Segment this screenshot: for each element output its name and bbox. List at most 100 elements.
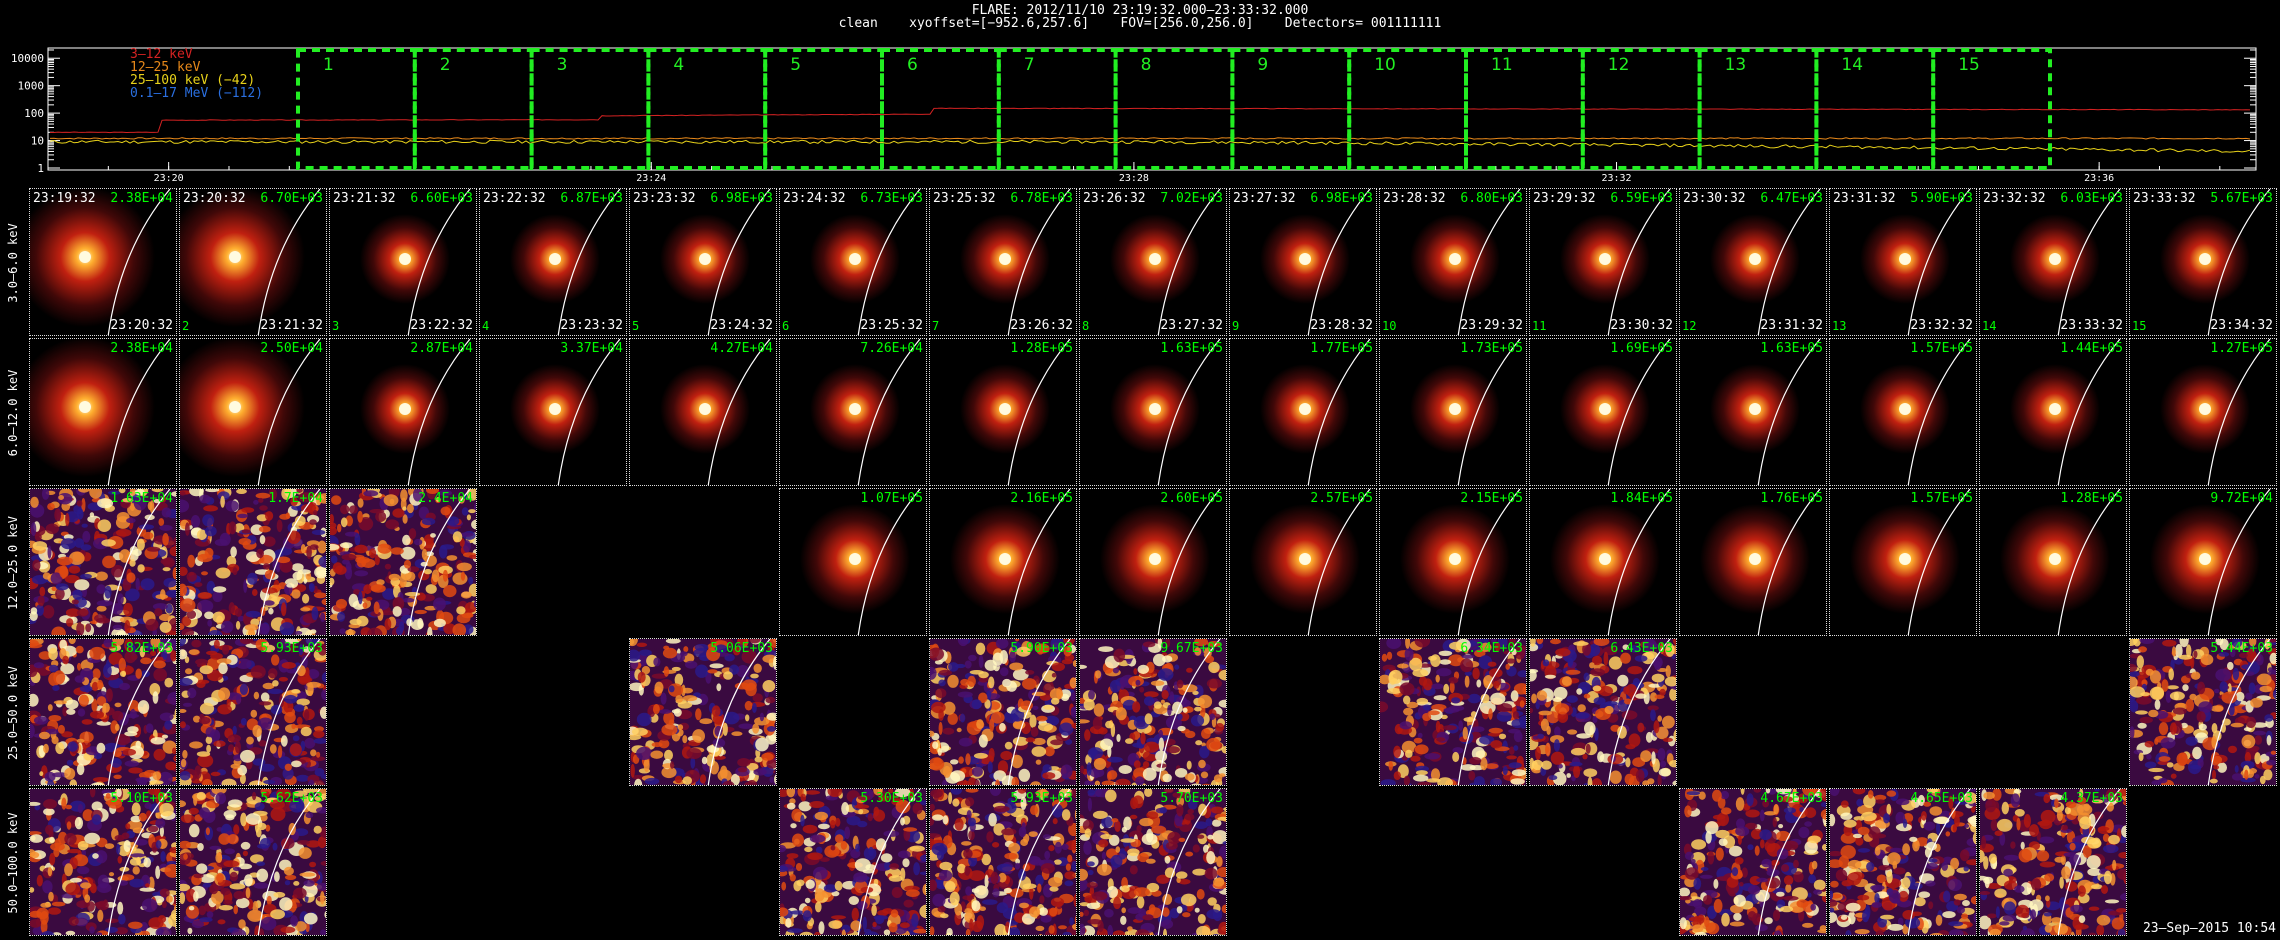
y-tick-label: 1	[37, 162, 44, 175]
interval-label: 5	[790, 55, 801, 75]
solar-limb	[2207, 489, 2271, 635]
solar-limb	[1307, 189, 1371, 335]
solar-limb	[107, 339, 171, 485]
panel-peak-value: 2.57E+05	[1310, 491, 1373, 506]
panel-peak-value: 5.90E+03	[1910, 191, 1973, 206]
panel-start-time: 23:23:32	[633, 191, 696, 206]
panel-start-time: 23:20:32	[183, 191, 246, 206]
interval-label: 4	[673, 55, 684, 75]
panel-peak-value: 6.87E+03	[560, 191, 623, 206]
panel-peak-value: 5.10E+03	[110, 791, 173, 806]
image-panel: 5.30E+03	[779, 788, 927, 936]
panel-number: 15	[2132, 319, 2147, 333]
panel-end-time: 23:28:32	[1310, 318, 1373, 333]
solar-limb	[857, 489, 921, 635]
image-panel: 6.78E+03 23:25:32 23:26:32 7	[929, 188, 1077, 336]
time-interval-box	[1931, 48, 2052, 170]
image-panel: 4.65E+03	[1829, 788, 1977, 936]
panel-peak-value: 6.43E+03	[1610, 641, 1673, 656]
solar-limb	[857, 189, 921, 335]
image-panel: 6.80E+03 23:28:32 23:29:32 10	[1379, 188, 1527, 336]
image-panel: 7.26E+04	[779, 338, 927, 486]
image-panel: 2.50E+04	[179, 338, 327, 486]
solar-limb	[1457, 639, 1521, 785]
panel-peak-value: 5.90E+03	[1010, 641, 1073, 656]
panel-end-time: 23:31:32	[1760, 318, 1823, 333]
panel-peak-value: 1.7E+04	[268, 491, 323, 506]
image-panel: 6.59E+03 23:29:32 23:30:32 11	[1529, 188, 1677, 336]
panel-number: 6	[782, 319, 790, 333]
image-panel: 1.07E+05	[779, 488, 927, 636]
panel-end-time: 23:20:32	[110, 318, 173, 333]
panel-start-time: 23:19:32	[33, 191, 96, 206]
image-panel: 1.57E+05	[1829, 338, 1977, 486]
panel-peak-value: 2.15E+05	[1460, 491, 1523, 506]
solar-limb	[1457, 489, 1521, 635]
solar-limb	[1007, 789, 1071, 935]
solar-limb	[857, 789, 921, 935]
y-tick-label: 100	[24, 107, 44, 120]
solar-limb	[1007, 639, 1071, 785]
panel-peak-value: 7.26E+04	[860, 341, 923, 356]
solar-limb	[1757, 789, 1821, 935]
image-panel: 6.03E+03 23:32:32 23:33:32 14	[1979, 188, 2127, 336]
panel-peak-value: 4.65E+03	[1910, 791, 1973, 806]
image-panel: 6.70E+03 23:20:32 23:21:32 2	[179, 188, 327, 336]
image-panel: 5.70E+03	[1079, 788, 1227, 936]
panel-start-time: 23:26:32	[1083, 191, 1146, 206]
image-panel: 1.77E+05	[1229, 338, 1377, 486]
image-panel: 1.63E+04	[29, 488, 177, 636]
image-panel: 2.16E+05	[929, 488, 1077, 636]
panel-start-time: 23:25:32	[933, 191, 996, 206]
panel-peak-value: 5.44E+03	[2210, 641, 2273, 656]
panel-peak-value: 1.07E+05	[860, 491, 923, 506]
solar-limb	[1307, 339, 1371, 485]
panel-peak-value: 5.93E+03	[1010, 791, 1073, 806]
solar-limb	[1457, 189, 1521, 335]
panel-start-time: 23:32:32	[1983, 191, 2046, 206]
solar-limb	[2057, 189, 2121, 335]
panel-peak-value: 1.73E+05	[1460, 341, 1523, 356]
solar-limb	[2057, 489, 2121, 635]
solar-limb	[257, 339, 321, 485]
panel-peak-value: 6.78E+03	[1010, 191, 1073, 206]
panel-peak-value: 6.98E+03	[710, 191, 773, 206]
solar-limb	[2207, 339, 2271, 485]
plot-title: FLARE: 2012/11/10 23:19:32.000–23:33:32.…	[971, 3, 1309, 18]
image-panel: 1.7E+04	[179, 488, 327, 636]
solar-limb	[1007, 489, 1071, 635]
solar-limb	[1157, 339, 1221, 485]
image-panel: 2.4E+04	[329, 488, 477, 636]
panel-start-time: 23:21:32	[333, 191, 396, 206]
image-panel: 6.60E+03 23:21:32 23:22:32 3	[329, 188, 477, 336]
image-panel: 1.63E+05	[1079, 338, 1227, 486]
panel-start-time: 23:24:32	[783, 191, 846, 206]
image-panel: 4.67E+03	[1679, 788, 1827, 936]
time-interval-box	[529, 48, 651, 170]
y-tick-label: 1000	[18, 80, 45, 93]
panel-number: 4	[482, 319, 490, 333]
panel-peak-value: 6.73E+03	[860, 191, 923, 206]
lightcurve-plot: 10000 1000 100 10 1 23:20 23:24 23:28 23:32 23:36…	[0, 0, 2257, 184]
image-panel: 5.62E+03	[179, 788, 327, 936]
solar-limb	[1757, 189, 1821, 335]
image-panel: 1.84E+05	[1529, 488, 1677, 636]
solar-limb	[1607, 639, 1671, 785]
solar-limb	[1157, 489, 1221, 635]
solar-limb	[107, 639, 171, 785]
panel-peak-value: 6.59E+03	[1610, 191, 1673, 206]
panel-peak-value: 1.63E+04	[110, 491, 173, 506]
panel-start-time: 23:22:32	[483, 191, 546, 206]
solar-limb	[707, 339, 771, 485]
panel-number: 3	[332, 319, 340, 333]
solar-limb	[407, 189, 471, 335]
panel-peak-value: 6.80E+03	[1460, 191, 1523, 206]
image-panel: 1.28E+05	[1979, 488, 2127, 636]
panel-peak-value: 7.02E+03	[1160, 191, 1223, 206]
panel-end-time: 23:25:32	[860, 318, 923, 333]
solar-limb	[1607, 189, 1671, 335]
solar-limb	[707, 189, 771, 335]
panel-peak-value: 9.72E+04	[2210, 491, 2273, 506]
image-panel: 2.60E+05	[1079, 488, 1227, 636]
panel-peak-value: 4.37E+03	[2060, 791, 2123, 806]
